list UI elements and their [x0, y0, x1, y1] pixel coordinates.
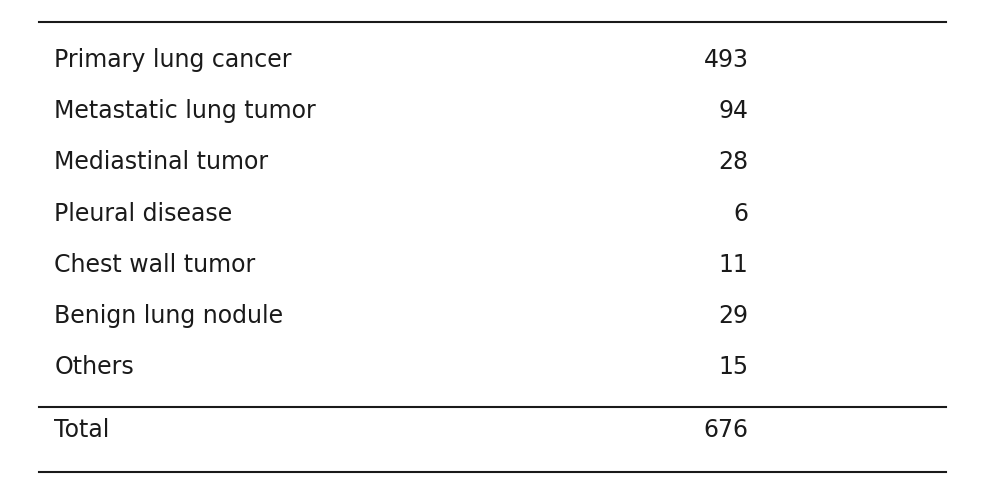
Text: Chest wall tumor: Chest wall tumor — [54, 253, 255, 277]
Text: Benign lung nodule: Benign lung nodule — [54, 304, 284, 328]
Text: Metastatic lung tumor: Metastatic lung tumor — [54, 99, 316, 123]
Text: 11: 11 — [719, 253, 749, 277]
Text: Total: Total — [54, 418, 109, 442]
Text: 94: 94 — [719, 99, 749, 123]
Text: 493: 493 — [703, 48, 749, 72]
Text: Primary lung cancer: Primary lung cancer — [54, 48, 292, 72]
Text: Pleural disease: Pleural disease — [54, 201, 232, 226]
Text: 6: 6 — [734, 201, 749, 226]
Text: 28: 28 — [718, 150, 749, 174]
Text: 15: 15 — [718, 355, 749, 379]
Text: Mediastinal tumor: Mediastinal tumor — [54, 150, 268, 174]
Text: Others: Others — [54, 355, 134, 379]
Text: 29: 29 — [719, 304, 749, 328]
Text: 676: 676 — [703, 418, 749, 442]
